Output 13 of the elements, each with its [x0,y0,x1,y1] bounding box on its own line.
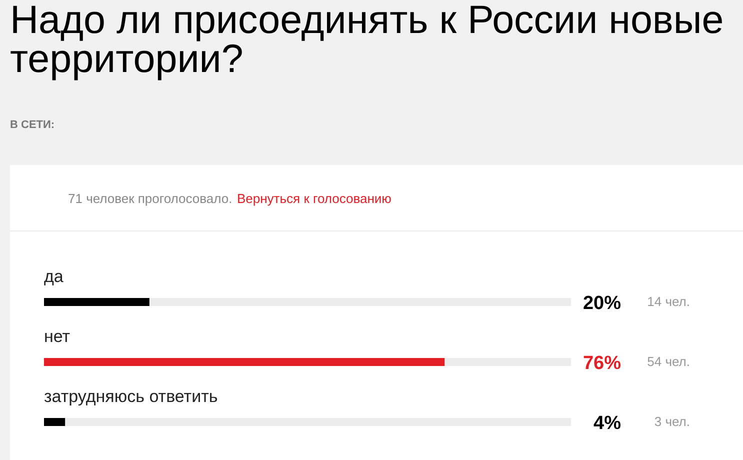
y-tick-label: нет [44,327,70,346]
text: 14 чел. [647,294,690,309]
y-tick-label: да [44,267,64,286]
chart-subtitle: В СЕТИ: [10,119,55,131]
text: 3 чел. [654,414,690,429]
y-tick-label: затрудняюсь ответить [44,387,218,406]
chart-title: Надо ли присоединять к России новые территории? [10,0,724,81]
data-label: 4% [594,413,622,434]
data-label: 76% [582,353,622,374]
text: 54 чел. [647,354,690,369]
text: 71 человек проголосовало. [68,191,232,206]
data-label: 20% [582,293,622,314]
text: Вернуться к голосованию [237,191,392,206]
